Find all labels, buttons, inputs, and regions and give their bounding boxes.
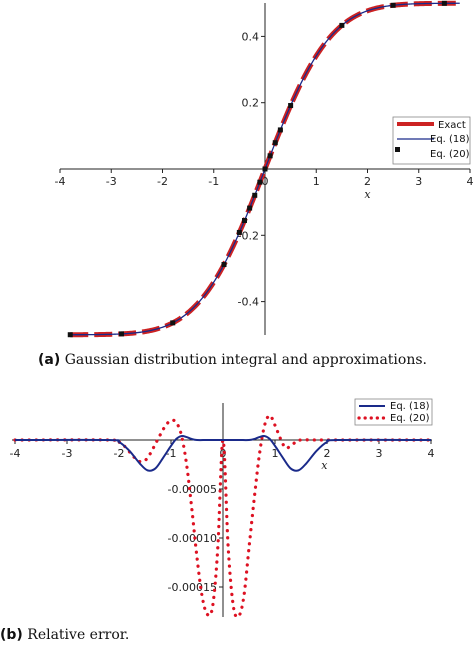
caption-a: (a) Gaussian distribution integral and a…: [38, 352, 427, 368]
series-eq20-point: [247, 205, 253, 211]
x-tick-label: 0: [262, 175, 269, 188]
series-eq20-point: [221, 262, 227, 268]
x-tick-label: 4: [428, 447, 435, 460]
x-tick-label: 1: [313, 175, 320, 188]
caption-b-text: Relative error.: [27, 627, 130, 643]
series-eq20-point: [441, 0, 447, 6]
x-tick-label: -3: [106, 175, 117, 188]
caption-a-tag: (a): [38, 352, 61, 368]
series-eq20-point: [267, 153, 273, 159]
x-tick-label: 3: [415, 175, 422, 188]
series-eq20-point: [170, 320, 176, 326]
series-eq20-point: [257, 179, 263, 185]
series-eq18-line: [14, 435, 432, 472]
x-tick-label: -2: [114, 447, 125, 460]
x-axis-label: x: [364, 188, 371, 201]
series-eq20-point: [277, 127, 283, 133]
caption-b: (b) Relative error.: [0, 627, 129, 643]
series-eq20-point: [119, 331, 124, 337]
x-tick-label: 2: [364, 175, 371, 188]
series-eq20-point: [67, 332, 73, 338]
x-tick-label: -4: [55, 175, 66, 188]
y-tick-label: 0.2: [242, 97, 260, 110]
legend-entry-label: Eq. (18): [390, 401, 430, 412]
series-eq20-point: [339, 22, 345, 28]
y-tick-label: -0.00010: [168, 532, 217, 545]
chart-b: -4 -3 -2 -1 0 1 2 3 4-0.00005-0.00010-0.00015xEq…: [10, 398, 435, 619]
y-tick-label: -0.00005: [168, 483, 217, 496]
x-tick-label: 1: [272, 447, 279, 460]
x-tick-label: 2: [324, 447, 331, 460]
x-axis-label: x: [321, 459, 328, 472]
caption-b-tag: (b): [0, 627, 23, 643]
series-eq20-point: [272, 140, 278, 146]
y-tick-label: -0.2: [238, 229, 259, 242]
caption-a-text: Gaussian distribution integral and appro…: [64, 352, 427, 368]
chart-a: -4 -3 -2 -1 0 1 2 3 4 -0.4 -0.2 0.2 0.4 x Exact Eq. (18…: [55, 0, 474, 338]
series-eq20-point: [262, 166, 268, 172]
legend-b: Eq. (18)Eq. (20): [354, 398, 433, 426]
axes-a: -4 -3 -2 -1 0 1 2 3 4 -0.4 -0.2 0.2 0.4 x: [55, 3, 474, 335]
legend-eq20-swatch: [395, 147, 400, 152]
series-eq20-point: [236, 229, 242, 235]
x-tick-label: -3: [62, 447, 73, 460]
plot-area-a: [67, 0, 460, 338]
series-eq20-point: [242, 218, 247, 224]
x-tick-label: -4: [10, 447, 21, 460]
x-tick-label: 4: [467, 175, 474, 188]
x-tick-label: -1: [208, 175, 219, 188]
legend-a: Exact Eq. (18) Eq. (20): [392, 116, 471, 165]
plot-area-b: [13, 413, 433, 619]
legend-box: [354, 398, 433, 426]
series-eq20-point: [252, 192, 258, 198]
x-tick-label: 3: [376, 447, 383, 460]
x-tick-label: -2: [157, 175, 168, 188]
legend-entry-label: Eq. (18): [430, 134, 470, 145]
series-eq20-point: [288, 103, 294, 109]
legend-entry-label: Exact: [438, 120, 466, 131]
legend-entry-label: Eq. (20): [430, 149, 470, 160]
y-tick-label: 0.4: [242, 30, 260, 43]
series-eq20-point: [390, 2, 396, 8]
y-tick-label: -0.4: [238, 296, 259, 309]
x-tick-label: -1: [166, 447, 177, 460]
legend-entry-label: Eq. (20): [390, 413, 430, 424]
y-tick-label: -0.00015: [168, 581, 217, 594]
